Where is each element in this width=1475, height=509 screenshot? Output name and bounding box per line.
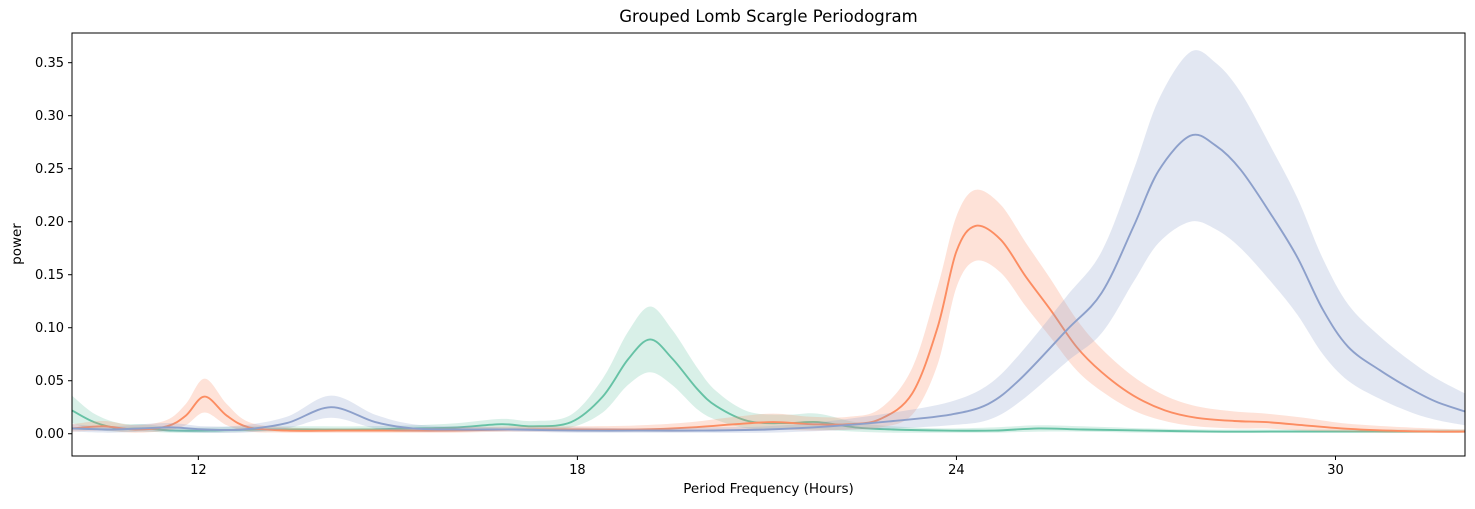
series-line-blue-group (72, 133, 1465, 432)
y-tick-label: 0.35 (35, 56, 64, 71)
y-tick-label: 0.15 (35, 268, 64, 283)
series-layer (72, 50, 1465, 434)
y-tick-label: 0.05 (35, 374, 64, 389)
x-tick-label: 24 (948, 463, 965, 478)
x-tick-label: 18 (569, 463, 586, 478)
y-tick-label: 0.25 (35, 162, 64, 177)
y-tick-label: 0.20 (35, 215, 64, 230)
y-tick-label: 0.10 (35, 321, 64, 336)
confidence-band-orange-group (72, 189, 1465, 433)
y-axis-label: power (9, 223, 25, 265)
x-axis-label: Period Frequency (Hours) (683, 481, 854, 497)
x-tick-label: 30 (1327, 463, 1344, 478)
x-tick-label: 12 (190, 463, 207, 478)
confidence-band-blue-group (72, 50, 1465, 434)
y-tick-label: 0.30 (35, 109, 64, 124)
y-tick-label: 0.00 (35, 427, 64, 442)
plot-border (71, 32, 1466, 457)
chart-title: Grouped Lomb Scargle Periodogram (619, 7, 918, 26)
